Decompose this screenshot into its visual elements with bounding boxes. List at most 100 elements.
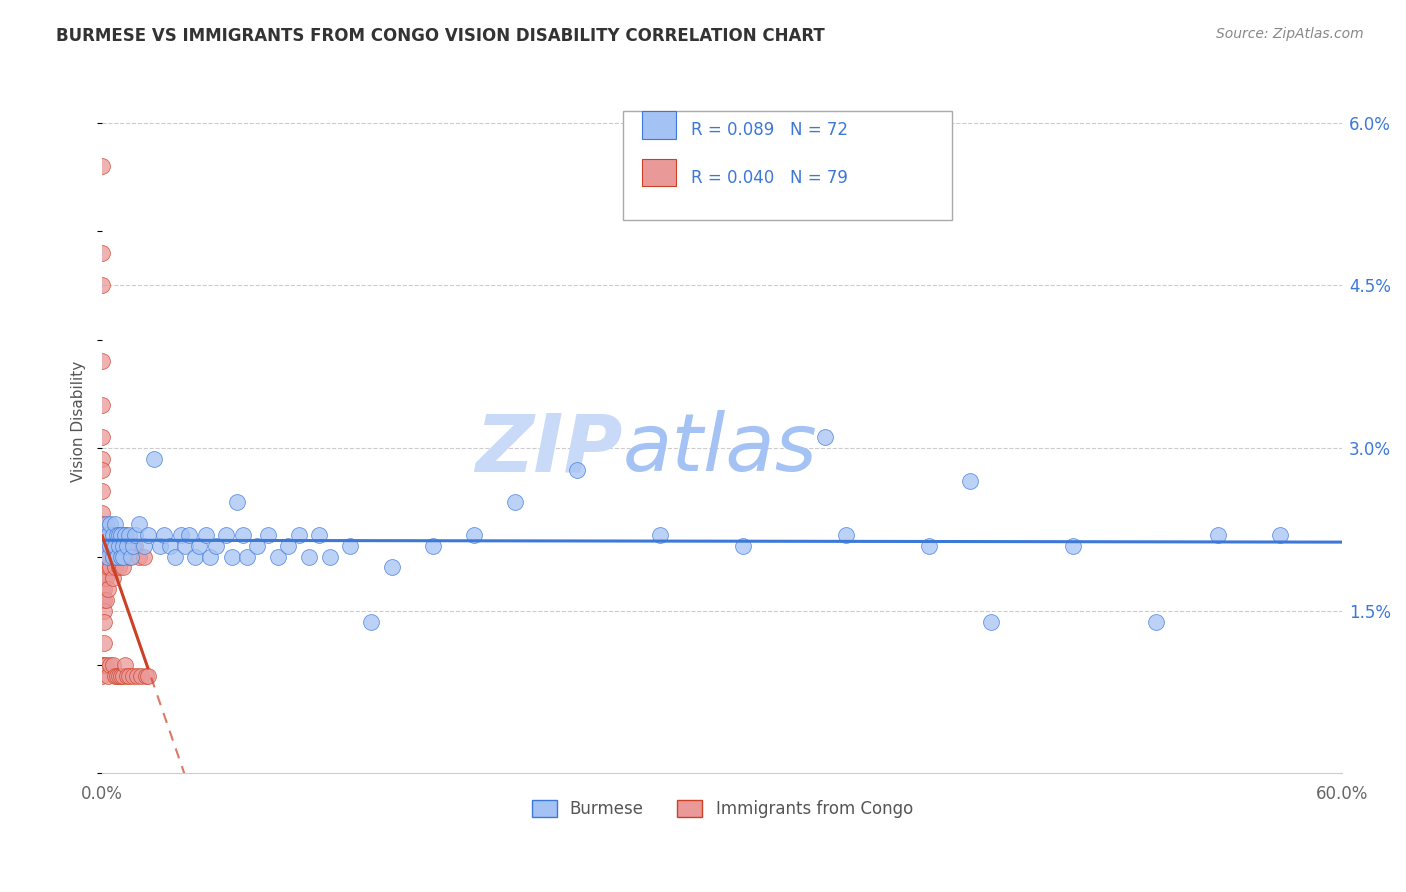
Point [422,539,444,553]
Point [111,539,134,553]
Point [93,604,115,618]
Point [115,669,138,683]
Point [107,669,129,683]
Point [159,539,181,553]
Point [188,539,211,553]
Point [142,451,165,466]
Point [122,539,145,553]
Point [91,430,114,444]
Point [91,159,114,173]
Point [101,528,124,542]
Point [100,528,122,542]
Point [100,539,122,553]
Point [110,669,132,683]
Point [128,549,150,564]
Point [232,528,254,542]
Point [91,539,114,553]
Point [505,495,527,509]
Point [118,549,141,564]
Point [96,657,118,672]
Point [104,560,127,574]
Point [124,539,146,553]
Point [114,528,136,542]
Point [91,571,114,585]
Point [127,669,149,683]
Point [93,582,115,596]
Point [246,539,269,553]
Point [177,528,200,542]
Point [96,539,118,553]
FancyBboxPatch shape [623,111,952,220]
Point [91,354,114,368]
Point [111,539,134,553]
Point [256,528,278,542]
Point [835,528,858,542]
Point [173,539,195,553]
Bar [641,112,676,139]
Point [132,549,155,564]
Bar [641,159,676,186]
Point [110,539,132,553]
Point [104,539,127,553]
Point [980,615,1002,629]
Point [104,669,127,683]
Point [277,539,299,553]
Point [114,657,136,672]
Point [136,669,159,683]
Point [128,516,150,531]
Point [236,549,259,564]
Point [198,549,221,564]
Point [91,528,114,542]
Point [194,528,217,542]
Point [163,549,186,564]
Point [91,657,114,672]
Point [110,528,132,542]
Point [96,516,118,531]
Point [318,549,340,564]
Point [91,451,114,466]
Point [105,669,128,683]
Point [97,528,120,542]
Point [114,528,136,542]
Point [93,615,115,629]
Point [111,549,134,564]
Point [91,278,114,293]
Point [380,560,402,574]
Point [93,636,115,650]
Point [267,549,290,564]
Y-axis label: Vision Disability: Vision Disability [72,360,86,482]
Point [97,549,120,564]
Point [101,549,124,564]
Point [115,539,138,553]
Point [91,484,114,499]
Point [111,669,134,683]
Point [97,528,120,542]
Point [339,539,361,553]
Point [97,582,120,596]
Point [107,560,129,574]
Point [918,539,941,553]
Point [287,528,309,542]
Point [115,539,138,553]
Text: ZIP: ZIP [475,410,623,488]
Point [221,549,243,564]
Point [1268,528,1291,542]
Point [959,474,981,488]
Legend: Burmese, Immigrants from Congo: Burmese, Immigrants from Congo [524,794,920,825]
Point [153,528,176,542]
Point [93,560,115,574]
Point [100,516,122,531]
Point [97,669,120,683]
Point [1062,539,1084,553]
Point [91,516,114,531]
Point [101,571,124,585]
Point [97,560,120,574]
Point [110,549,132,564]
Point [111,560,134,574]
Point [360,615,382,629]
Point [101,528,124,542]
Point [91,582,114,596]
Point [1144,615,1167,629]
Text: R = 0.040   N = 79: R = 0.040 N = 79 [692,169,848,186]
Text: R = 0.089   N = 72: R = 0.089 N = 72 [692,120,848,139]
